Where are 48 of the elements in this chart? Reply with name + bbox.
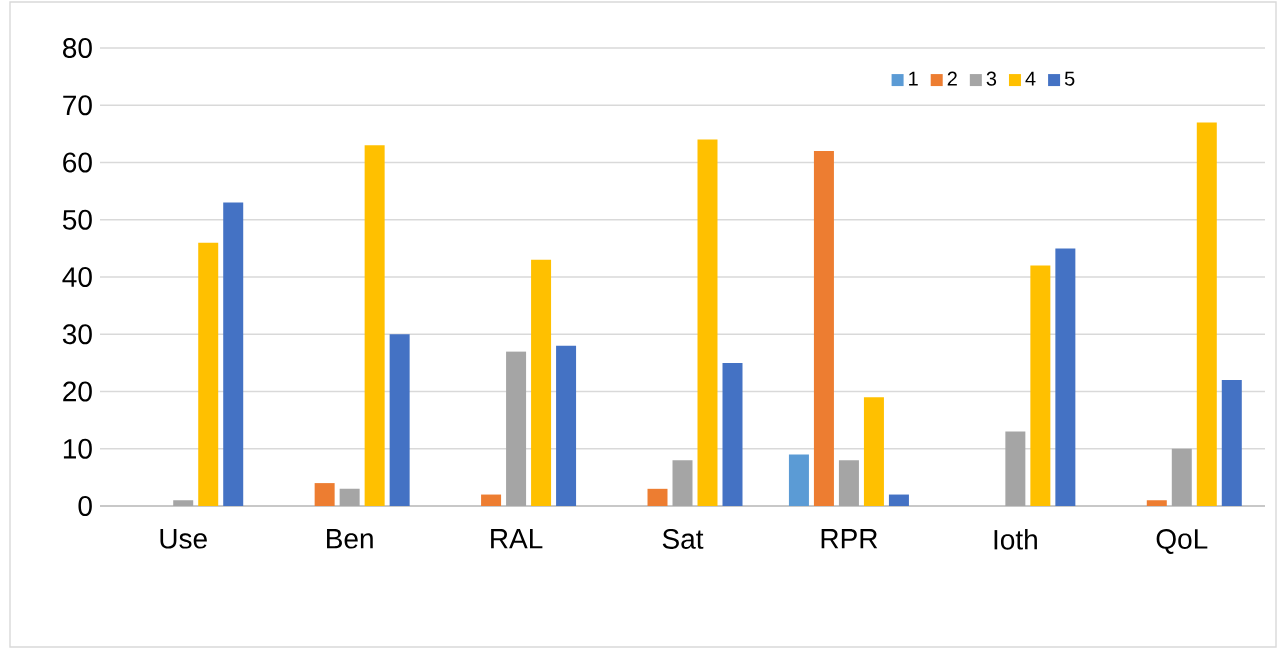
y-tick-label: 0 — [78, 496, 92, 516]
bar — [788, 454, 809, 506]
bar — [481, 494, 502, 506]
bar — [888, 494, 909, 506]
bar — [1030, 265, 1051, 506]
bar — [198, 242, 219, 506]
x-tick-label: RAL — [491, 529, 543, 549]
bar — [722, 362, 743, 506]
bar — [223, 202, 244, 506]
legend-label: 2 — [947, 71, 957, 86]
bar — [813, 151, 834, 506]
bar — [1196, 122, 1217, 506]
y-tick-label: 30 — [62, 324, 92, 345]
bar — [1171, 448, 1192, 506]
bar — [1146, 500, 1167, 506]
bar — [1221, 380, 1242, 506]
bar — [1005, 431, 1026, 506]
bar — [863, 397, 884, 506]
bar — [1055, 248, 1076, 506]
x-tick-label: QoL — [1156, 529, 1208, 554]
bar — [672, 460, 693, 506]
y-tick-label: 80 — [63, 38, 92, 58]
legend-label: 5 — [1064, 71, 1075, 86]
bar — [697, 139, 718, 506]
legend-label: 1 — [909, 71, 918, 86]
y-tick-label: 60 — [63, 152, 92, 173]
y-tick-label: 40 — [62, 267, 92, 287]
legend-label: 3 — [986, 71, 997, 86]
bar — [506, 351, 527, 506]
x-tick-label: Ben — [327, 529, 373, 549]
x-tick-label: Use — [160, 529, 207, 549]
bar — [838, 460, 859, 506]
bar — [364, 145, 385, 506]
y-tick-label: 10 — [63, 438, 92, 459]
bar — [173, 500, 194, 506]
bar — [647, 488, 668, 506]
x-tick-label: Sat — [662, 529, 704, 549]
y-tick-label: 50 — [62, 209, 92, 230]
bar — [556, 345, 577, 506]
legend-label: 4 — [1025, 71, 1036, 86]
bar — [389, 334, 410, 506]
bar — [531, 259, 552, 506]
y-tick-label: 70 — [63, 95, 92, 116]
y-tick-label: 20 — [63, 381, 92, 402]
bar — [339, 488, 360, 506]
bar — [314, 483, 335, 506]
x-tick-label: Ioth — [994, 529, 1037, 550]
x-tick-label: RPR — [821, 529, 878, 549]
